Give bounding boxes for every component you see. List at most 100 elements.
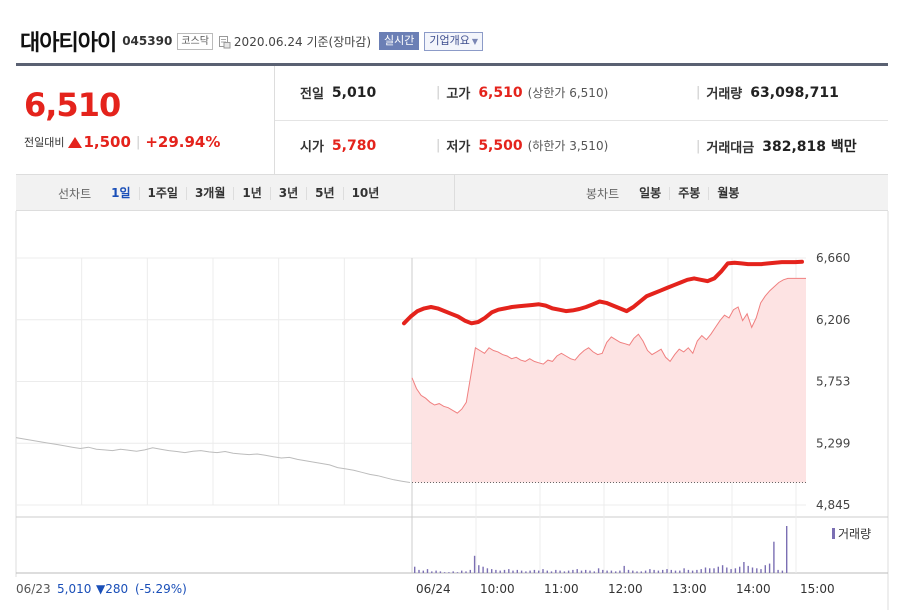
row-divider <box>275 120 888 121</box>
x-tick-label: 12:00 <box>608 582 643 596</box>
prev-day-change: ▼280 <box>96 582 128 596</box>
volume-bar <box>559 570 561 573</box>
volume-bar <box>696 569 698 573</box>
change-label: 전일대비 <box>24 136 65 149</box>
prev-day-rate: (-5.29%) <box>135 582 187 596</box>
stat-value: 5,780 <box>331 137 377 154</box>
separator: | <box>135 134 141 150</box>
realtime-button[interactable]: 실시간 <box>379 32 420 50</box>
volume-bar <box>786 526 788 573</box>
tab-divider <box>454 175 455 211</box>
volume-bar <box>781 570 784 573</box>
tab-5year[interactable]: 5년 <box>306 186 342 200</box>
volume-bar <box>756 568 758 573</box>
volume-bar <box>683 568 685 573</box>
volume-bar <box>525 571 527 573</box>
separator: | <box>696 138 701 154</box>
candle-chart-heading: 봉차트 <box>586 186 620 201</box>
volume-bar <box>623 565 625 573</box>
today-price-line <box>411 277 806 414</box>
stat-label: 거래대금 <box>706 140 755 156</box>
line-chart-heading: 선차트 <box>58 186 92 201</box>
stat-high: | 고가 6,510 (상한가 6,510) <box>436 83 609 103</box>
volume-bar <box>452 571 454 573</box>
x-tick-label: 14:00 <box>736 582 771 596</box>
tab-weekly-candle[interactable]: 주봉 <box>669 186 708 200</box>
tab-daily-candle[interactable]: 일봉 <box>639 185 662 200</box>
change-rate: +29.94% <box>145 133 221 151</box>
volume-bar <box>657 570 660 573</box>
document-icon <box>218 34 231 49</box>
separator: | <box>436 85 441 100</box>
volume-bar <box>619 570 621 573</box>
separator: | <box>696 85 701 100</box>
volume-bar <box>456 572 459 573</box>
stat-value: 6,510 <box>478 84 523 101</box>
tab-1year[interactable]: 1년 <box>233 186 269 200</box>
stock-code: 045390 <box>122 34 173 48</box>
company-overview-label: 기업개요 <box>429 33 470 47</box>
base-date: 2020.06.24 기준(장마감) <box>233 34 372 49</box>
volume-bar <box>512 570 514 573</box>
volume-bar <box>679 570 681 573</box>
volume-bar <box>542 569 544 573</box>
volume-bar <box>422 570 424 573</box>
tab-monthly-candle[interactable]: 월봉 <box>708 186 747 200</box>
stat-amount: | 거래대금 382,818 백만 <box>696 136 857 156</box>
tab-1day[interactable]: 1일 <box>111 185 131 200</box>
chevron-down-icon: ▼ <box>471 36 479 46</box>
y-tick-label: 4,845 <box>816 498 850 512</box>
volume-bar <box>495 569 497 573</box>
volume-bar <box>585 569 587 573</box>
volume-bar <box>503 569 506 573</box>
volume-bar <box>580 570 583 573</box>
volume-bar <box>627 569 630 573</box>
tab-3month[interactable]: 3개월 <box>185 186 233 200</box>
stat-label: 거래량 <box>706 87 743 102</box>
volume-bar <box>593 571 595 573</box>
volume-bar <box>448 572 450 573</box>
prev-day-price-line <box>15 437 411 483</box>
stat-open: 시가 5,780 <box>300 136 377 156</box>
prev-day-date: 06/23 <box>16 582 51 596</box>
volume-bar <box>739 566 741 573</box>
upper-limit-note: (상한가 6,510) <box>527 86 609 100</box>
volume-bar <box>572 569 574 573</box>
tab-10year[interactable]: 10년 <box>342 186 388 200</box>
y-tick-label: 5,753 <box>816 375 850 389</box>
stat-value: 5,500 <box>478 137 523 154</box>
volume-bar <box>632 570 634 573</box>
volume-bar <box>516 569 518 573</box>
volume-bar <box>482 566 484 573</box>
stat-volume: | 거래량 63,098,711 <box>696 83 839 103</box>
volume-bar <box>666 569 668 573</box>
volume-bar <box>760 569 762 573</box>
volume-legend-swatch <box>832 528 835 539</box>
tab-1week[interactable]: 1주일 <box>138 186 186 200</box>
volume-bar <box>473 555 476 573</box>
volume-bar <box>533 569 536 573</box>
volume-bar <box>704 567 707 573</box>
volume-bar <box>418 569 420 573</box>
volume-bar <box>640 571 642 573</box>
volume-bar <box>730 569 732 573</box>
volume-bar <box>461 570 463 573</box>
volume-bar <box>439 571 442 573</box>
volume-bar <box>700 569 702 573</box>
volume-legend-label: 거래량 <box>838 527 871 541</box>
stat-label: 전일 <box>300 87 324 102</box>
tab-3year[interactable]: 3년 <box>269 186 306 200</box>
company-name: 대아티아이 <box>20 31 117 56</box>
lower-limit-note: (하한가 3,510) <box>527 139 609 153</box>
volume-bar <box>538 570 540 573</box>
volume-bar <box>576 569 578 573</box>
current-price: 6,510 <box>24 86 121 124</box>
volume-bar <box>773 541 775 573</box>
volume-bar <box>687 569 690 573</box>
volume-bar <box>520 570 523 573</box>
volume-bar <box>615 571 617 573</box>
volume-bar <box>491 569 493 573</box>
x-tick-label: 10:00 <box>480 582 515 596</box>
volume-bar <box>499 570 501 573</box>
company-overview-button[interactable]: 기업개요 ▼ <box>424 31 484 51</box>
